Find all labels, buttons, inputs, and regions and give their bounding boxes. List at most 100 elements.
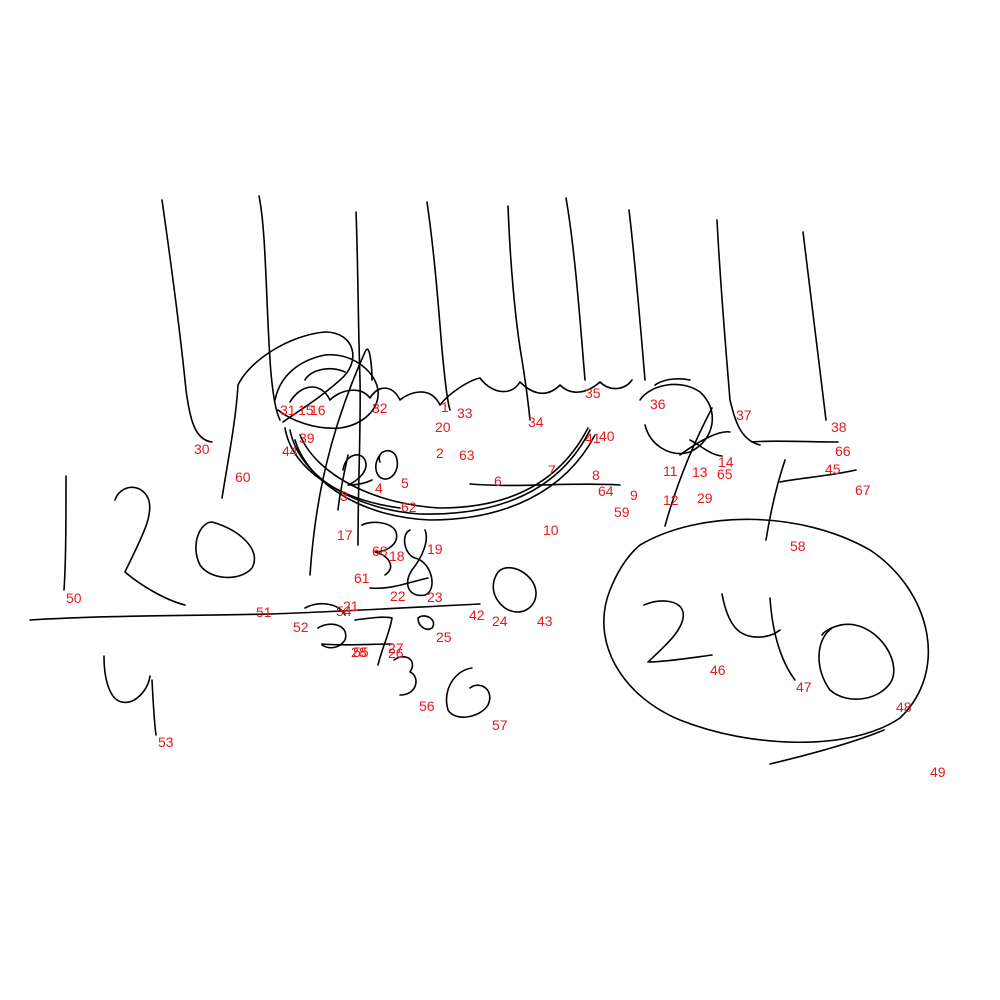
stroke-line (342, 454, 373, 486)
label-17: 17 (337, 527, 353, 543)
stroke-line (375, 450, 399, 480)
label-13: 13 (692, 464, 708, 480)
stroke-line (639, 383, 714, 455)
stroke-line (765, 459, 786, 541)
stroke-line (664, 407, 713, 527)
label-64: 64 (598, 483, 614, 499)
stroke-line (361, 521, 398, 576)
stroke-line (445, 667, 491, 718)
stroke-line (426, 201, 451, 411)
label-61: 61 (354, 570, 370, 586)
label-11: 11 (663, 463, 678, 479)
stroke-line (679, 430, 731, 456)
label-33: 33 (457, 405, 473, 421)
label-31: 31 (280, 402, 296, 418)
stroke-line (289, 377, 633, 406)
stroke-line (689, 439, 723, 457)
label-44: 44 (282, 443, 298, 459)
label-4: 4 (375, 480, 383, 496)
stroke-line (721, 593, 781, 638)
stroke-line (151, 679, 157, 736)
stroke-line (258, 195, 281, 421)
label-30: 30 (194, 441, 210, 457)
stroke-line (751, 440, 839, 443)
label-12: 12 (663, 492, 679, 508)
label-21: 21 (343, 598, 359, 614)
label-7: 7 (548, 462, 556, 478)
label-22: 22 (390, 588, 406, 604)
stroke-line (417, 615, 435, 631)
label-60: 60 (235, 469, 251, 485)
stroke-line (274, 353, 379, 430)
label-32: 32 (372, 400, 388, 416)
label-42: 42 (469, 607, 485, 623)
label-27: 27 (388, 640, 404, 656)
stroke-line (393, 656, 417, 696)
stroke-line (492, 566, 537, 613)
label-2: 2 (436, 445, 444, 461)
label-68: 68 (372, 543, 388, 559)
label-56: 56 (419, 698, 435, 714)
stroke-line (369, 577, 429, 590)
stroke-line (716, 219, 761, 446)
label-18: 18 (389, 548, 405, 564)
label-5: 5 (401, 475, 409, 491)
label-8: 8 (592, 467, 600, 483)
label-50: 50 (66, 590, 82, 606)
label-62: 62 (401, 499, 417, 515)
label-55: 55 (353, 644, 369, 660)
label-49: 49 (930, 764, 946, 780)
label-54: 54 (336, 603, 352, 619)
stroke-line (403, 529, 433, 597)
stroke-line (802, 231, 827, 421)
label-10: 10 (543, 522, 559, 538)
label-65: 65 (717, 466, 733, 482)
label-9: 9 (630, 487, 638, 503)
label-52: 52 (293, 619, 309, 635)
stroke-line (779, 469, 857, 483)
stroke-line (309, 348, 373, 576)
stroke-line (321, 643, 393, 646)
label-34: 34 (528, 414, 544, 430)
label-6: 6 (494, 473, 502, 489)
label-45: 45 (825, 461, 841, 477)
label-20: 20 (435, 419, 451, 435)
stroke-line (29, 603, 481, 621)
stroke-line (603, 518, 930, 744)
label-23: 23 (427, 589, 443, 605)
label-26: 26 (388, 645, 404, 661)
label-28: 28 (351, 644, 367, 660)
stroke-line (63, 475, 67, 591)
label-1: 1 (441, 399, 449, 415)
stroke-line (317, 623, 347, 649)
label-25: 25 (436, 629, 452, 645)
stroke-line (195, 521, 256, 579)
stroke-line (769, 597, 796, 681)
label-3: 3 (340, 488, 348, 504)
stroke-line (354, 616, 393, 666)
stroke-line (304, 368, 346, 381)
label-59: 59 (614, 504, 630, 520)
label-41: 41 (585, 430, 601, 446)
label-36: 36 (650, 396, 666, 412)
stroke-line (565, 197, 586, 381)
label-57: 57 (492, 717, 508, 733)
stroke-line (643, 600, 713, 663)
label-38: 38 (831, 419, 847, 435)
stroke-line (507, 205, 531, 421)
stroke-line (299, 427, 589, 509)
stroke-line (304, 603, 346, 616)
label-35: 35 (585, 385, 601, 401)
stroke-line (769, 729, 885, 765)
stroke-line (628, 209, 646, 381)
stroke-line (103, 655, 151, 704)
label-40: 40 (599, 428, 615, 444)
label-53: 53 (158, 734, 174, 750)
stroke-line (289, 429, 591, 515)
stroke-line (221, 331, 354, 499)
label-48: 48 (896, 699, 912, 715)
label-15: 15 (298, 402, 314, 418)
label-37: 37 (736, 407, 752, 423)
